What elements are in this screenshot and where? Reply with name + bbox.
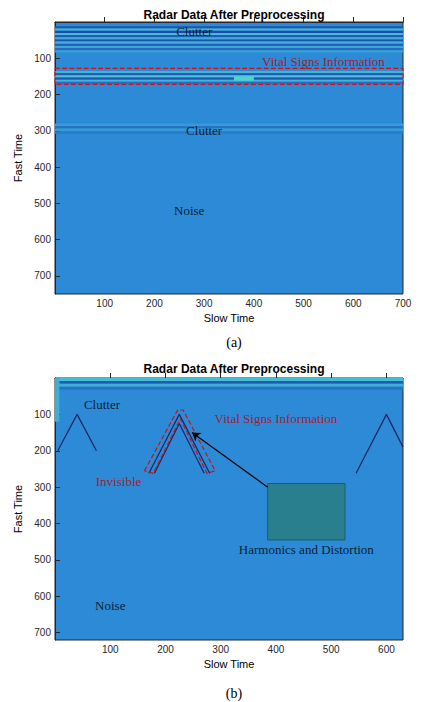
svg-text:500: 500	[34, 198, 51, 209]
svg-text:500: 500	[323, 644, 340, 655]
svg-text:200: 200	[157, 644, 174, 655]
svg-text:400: 400	[34, 162, 51, 173]
svg-text:700: 700	[34, 627, 51, 638]
svg-text:400: 400	[268, 644, 285, 655]
svg-text:700: 700	[395, 298, 412, 309]
svg-text:Noise: Noise	[174, 203, 205, 218]
svg-text:Clutter: Clutter	[186, 123, 223, 138]
svg-text:(a): (a)	[226, 335, 242, 351]
svg-text:600: 600	[378, 644, 395, 655]
svg-text:Harmonics and Distortion: Harmonics and Distortion	[239, 542, 375, 557]
svg-text:300: 300	[34, 125, 51, 136]
svg-text:300: 300	[34, 482, 51, 493]
svg-text:Slow Time: Slow Time	[204, 312, 255, 324]
svg-text:600: 600	[345, 298, 362, 309]
svg-text:700: 700	[34, 270, 51, 281]
svg-text:Clutter: Clutter	[176, 24, 213, 39]
svg-text:Radar Data After Preprocessing: Radar Data After Preprocessing	[144, 362, 325, 376]
svg-text:300: 300	[212, 644, 229, 655]
svg-text:300: 300	[196, 298, 213, 309]
svg-text:200: 200	[34, 445, 51, 456]
svg-text:Noise: Noise	[95, 598, 126, 613]
svg-text:500: 500	[295, 298, 312, 309]
svg-text:Clutter: Clutter	[84, 397, 121, 412]
svg-text:400: 400	[246, 298, 263, 309]
svg-text:200: 200	[34, 89, 51, 100]
svg-text:100: 100	[96, 298, 113, 309]
svg-text:100: 100	[34, 409, 51, 420]
svg-text:Vital Signs Information: Vital Signs Information	[262, 54, 385, 69]
svg-text:600: 600	[34, 234, 51, 245]
svg-text:500: 500	[34, 554, 51, 565]
svg-text:400: 400	[34, 518, 51, 529]
svg-text:100: 100	[102, 644, 119, 655]
svg-text:100: 100	[34, 53, 51, 64]
svg-text:Radar Data After Preprocessing: Radar Data After Preprocessing	[144, 8, 325, 22]
svg-text:600: 600	[34, 591, 51, 602]
svg-text:Invisible: Invisible	[96, 474, 142, 489]
svg-text:Vital Signs Information: Vital Signs Information	[215, 411, 338, 426]
svg-text:Fast Time: Fast Time	[12, 485, 24, 533]
svg-text:(b): (b)	[226, 686, 243, 702]
svg-text:Slow Time: Slow Time	[204, 658, 255, 670]
svg-text:Fast Time: Fast Time	[12, 134, 24, 182]
svg-text:200: 200	[146, 298, 163, 309]
